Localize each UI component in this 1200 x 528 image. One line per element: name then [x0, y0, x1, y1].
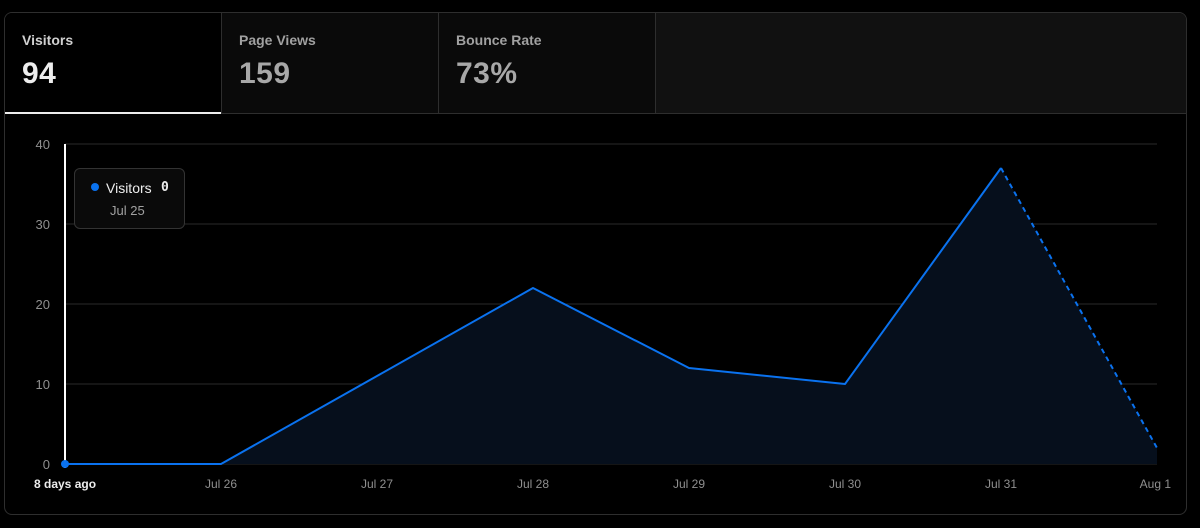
- series-dot-icon: [91, 183, 99, 191]
- x-tick-label: 8 days ago: [34, 477, 96, 491]
- x-tick-label: Jul 31: [985, 477, 1017, 491]
- tab-value: 73%: [456, 57, 518, 90]
- y-tick-label: 0: [43, 457, 50, 472]
- x-tick-label: Jul 30: [829, 477, 861, 491]
- area-fill: [65, 168, 1157, 464]
- metric-tabs: Visitors 94 Page Views 159 Bounce Rate 7…: [5, 13, 1186, 114]
- y-tick-label: 40: [36, 137, 50, 152]
- tab-label: Page Views: [239, 32, 316, 48]
- y-tick-label: 20: [36, 297, 50, 312]
- chart-tooltip: Visitors 0 Jul 25: [74, 168, 185, 229]
- tab-label: Visitors: [22, 32, 74, 48]
- tab-label: Bounce Rate: [456, 32, 542, 48]
- tab-page-views[interactable]: Page Views 159: [222, 13, 439, 113]
- data-point: [61, 460, 69, 468]
- y-tick-label: 10: [36, 377, 50, 392]
- tooltip-series-name: Visitors: [106, 180, 152, 196]
- tab-value: 159: [239, 57, 291, 90]
- tab-visitors[interactable]: Visitors 94: [5, 13, 222, 114]
- x-tick-label: Jul 29: [673, 477, 705, 491]
- tab-value: 94: [22, 57, 57, 90]
- x-tick-label: Jul 28: [517, 477, 549, 491]
- tab-bounce-rate[interactable]: Bounce Rate 73%: [439, 13, 656, 113]
- x-tick-label: Aug 1: [1140, 477, 1172, 491]
- series-line: [65, 167, 1002, 465]
- x-tick-label: Jul 27: [361, 477, 393, 491]
- tooltip-date: Jul 25: [110, 203, 145, 218]
- y-tick-label: 30: [36, 217, 50, 232]
- x-tick-label: Jul 26: [205, 477, 237, 491]
- tabs-empty-space: [656, 13, 1186, 113]
- tooltip-value: 0: [161, 180, 169, 195]
